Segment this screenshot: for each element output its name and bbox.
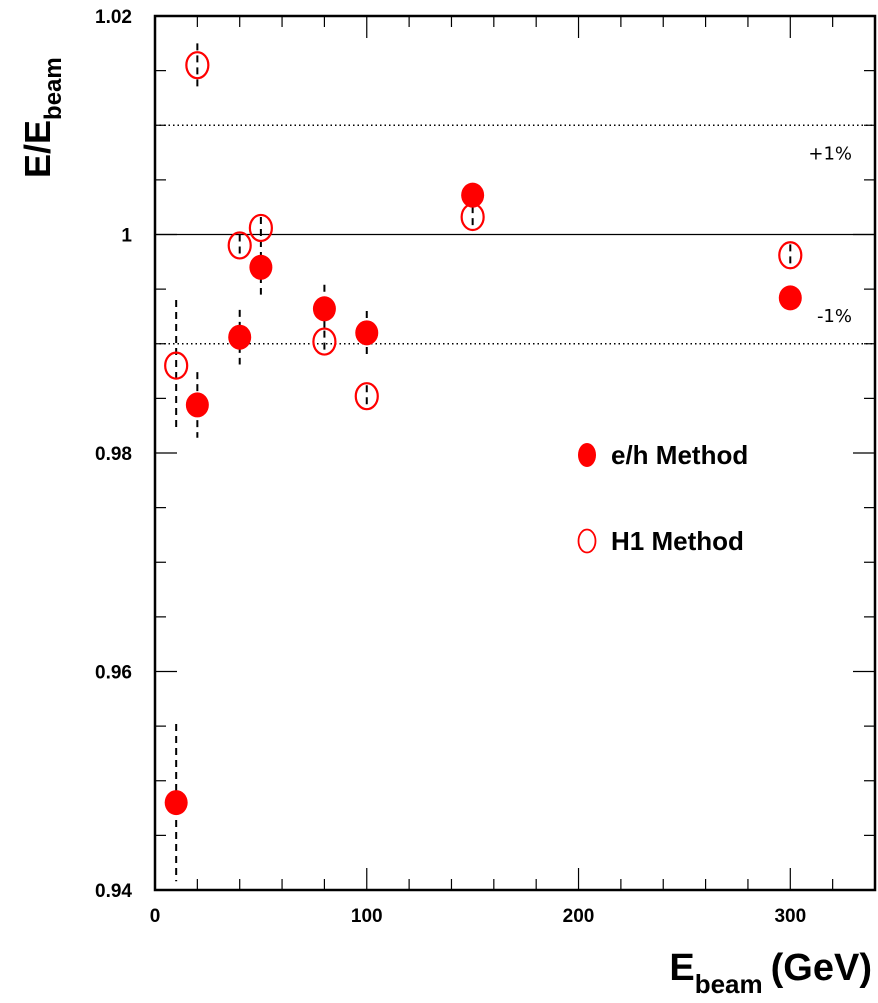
point-h1-2 bbox=[227, 231, 252, 260]
legend-label-eh: e/h Method bbox=[611, 440, 748, 470]
point-h1-7 bbox=[778, 241, 803, 270]
y-axis-title: E/Ebeam bbox=[17, 57, 67, 178]
point-h1-5 bbox=[354, 382, 379, 411]
y-tick-label-4: 1.02 bbox=[95, 7, 132, 28]
reference-label-0: +1% bbox=[808, 143, 852, 164]
y-tick-labels: 0.94 0.96 0.98 1 1.02 bbox=[95, 7, 132, 902]
x-tick-label-2: 200 bbox=[563, 906, 595, 927]
x-axis-title-sub: beam bbox=[695, 969, 763, 999]
y-axis-title-main: E/E bbox=[17, 120, 58, 178]
point-eh-7 bbox=[778, 285, 802, 311]
y-tick-label-2: 0.98 bbox=[95, 444, 132, 465]
y-tick-label-3: 1 bbox=[121, 226, 132, 247]
x-tick-label-0: 0 bbox=[150, 906, 161, 927]
x-tick-label-3: 300 bbox=[774, 906, 806, 927]
legend-label-h1: H1 Method bbox=[611, 526, 744, 556]
point-h1-1 bbox=[185, 51, 210, 80]
point-eh-0 bbox=[164, 790, 188, 816]
x-tick-label-1: 100 bbox=[351, 906, 383, 927]
reference-labels: +1% -1% bbox=[808, 143, 852, 327]
point-h1-6 bbox=[460, 202, 485, 232]
point-eh-1 bbox=[185, 392, 209, 418]
point-h1-0 bbox=[164, 351, 189, 380]
y-tick-label-1: 0.96 bbox=[95, 663, 132, 684]
point-eh-6 bbox=[461, 182, 485, 208]
point-h1-4 bbox=[312, 327, 337, 356]
reference-lines bbox=[155, 124, 875, 345]
data-points bbox=[164, 51, 803, 816]
point-eh-3 bbox=[249, 254, 273, 280]
legend-marker-eh bbox=[578, 443, 596, 467]
axis-ticks bbox=[154, 15, 876, 891]
reference-label-2: -1% bbox=[817, 306, 852, 327]
plot-frame bbox=[153, 14, 877, 892]
legend-marker-h1 bbox=[577, 528, 597, 554]
y-tick-label-0: 0.94 bbox=[95, 881, 132, 902]
x-axis-title: Ebeam (GeV) bbox=[669, 947, 872, 999]
y-axis-title-sub: beam bbox=[40, 57, 67, 120]
x-axis-title-main: E bbox=[669, 947, 694, 989]
point-eh-5 bbox=[355, 320, 379, 346]
x-tick-labels: 0 100 200 300 bbox=[150, 906, 806, 927]
point-eh-4 bbox=[312, 296, 336, 322]
legend: e/h Method H1 Method bbox=[577, 440, 748, 556]
x-axis-title-unit: (GeV) bbox=[771, 947, 872, 989]
point-eh-2 bbox=[228, 324, 252, 350]
point-h1-3 bbox=[248, 213, 273, 243]
